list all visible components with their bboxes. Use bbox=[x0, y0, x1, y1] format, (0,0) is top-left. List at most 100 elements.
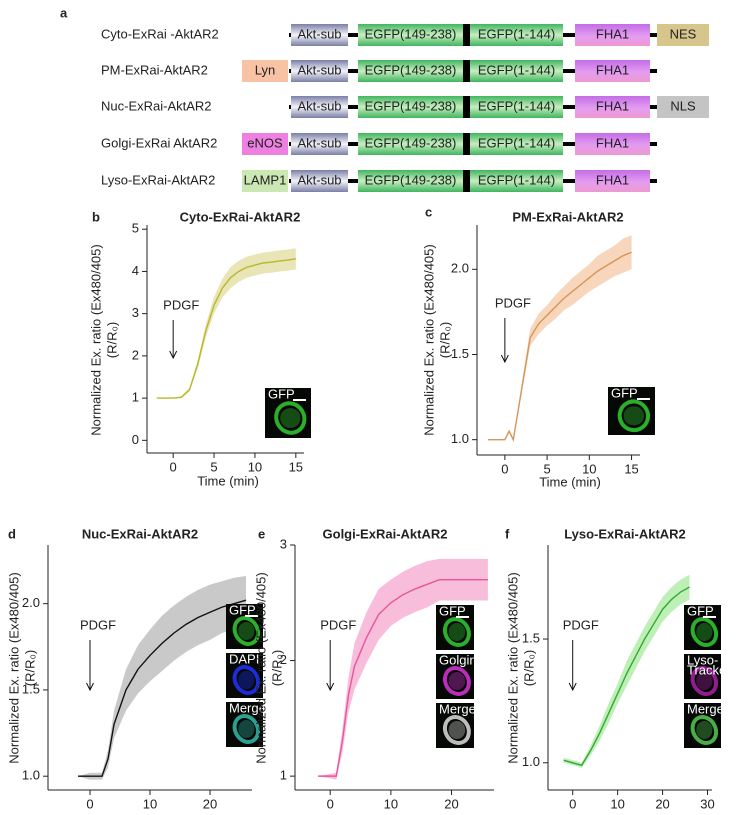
domain-label: Akt-sub bbox=[297, 98, 341, 113]
domain bbox=[291, 133, 348, 155]
inset-label: Merge bbox=[439, 701, 476, 716]
error-band bbox=[563, 574, 690, 768]
inset-label: Lyso- bbox=[687, 652, 718, 667]
y-axis-label: Normalized Ex. ratio (Ex480/405) bbox=[6, 572, 21, 763]
domain-label: eNOS bbox=[247, 135, 283, 150]
domain bbox=[291, 24, 348, 46]
annotation-arrowhead bbox=[568, 682, 577, 692]
inset-cell bbox=[617, 399, 651, 433]
y-tick-label: 1.5 bbox=[22, 681, 40, 696]
domain-label: NLS bbox=[670, 98, 696, 113]
x-tick-label: 15 bbox=[289, 459, 303, 474]
error-band bbox=[156, 248, 296, 399]
domain-label: EGFP(149-238) bbox=[365, 62, 457, 77]
y-axis-label: (R/R₀) bbox=[521, 650, 536, 686]
x-tick-label: 20 bbox=[203, 796, 217, 811]
domain bbox=[470, 170, 563, 192]
inset-label: Tracker bbox=[687, 662, 731, 677]
domain-label: FHA1 bbox=[596, 135, 629, 150]
domain bbox=[358, 133, 463, 155]
inset-label: GFP bbox=[611, 385, 638, 400]
chart-title: Lyso-ExRai-AktAR2 bbox=[564, 526, 686, 541]
annotation-arrowhead bbox=[86, 682, 94, 692]
inset-cell-body bbox=[448, 672, 466, 690]
y-tick-label: 1 bbox=[280, 768, 287, 783]
x-tick-label: 0 bbox=[327, 796, 334, 811]
inset-label: GFP bbox=[439, 603, 466, 618]
annotation: PDGF bbox=[163, 297, 199, 312]
domain-label: Lyn bbox=[255, 62, 275, 77]
y-tick-label: 3 bbox=[132, 305, 139, 320]
domain-label: EGFP(149-238) bbox=[365, 135, 457, 150]
error-band bbox=[318, 558, 488, 780]
x-tick-label: 20 bbox=[655, 796, 669, 811]
domain bbox=[575, 133, 650, 155]
domain bbox=[470, 60, 563, 82]
inset-cell bbox=[442, 616, 471, 648]
inset-cell-body bbox=[448, 721, 466, 739]
mean-line bbox=[487, 251, 632, 442]
construct-name: Golgi-ExRai AktAR2 bbox=[101, 135, 217, 150]
construct-name: PM-ExRai-AktAR2 bbox=[101, 62, 208, 77]
domain-label: LAMP1 bbox=[244, 172, 287, 187]
y-axis-label: (R/R₀) bbox=[22, 650, 37, 686]
annotation: PDGF bbox=[320, 617, 356, 632]
domain bbox=[242, 60, 288, 82]
domain-label: NES bbox=[670, 26, 697, 41]
mean-line bbox=[156, 258, 296, 399]
domain-label: EGFP(1-144) bbox=[478, 98, 555, 113]
x-tick-label: 0 bbox=[170, 459, 177, 474]
inset-label: GFP bbox=[229, 602, 256, 617]
domain bbox=[470, 133, 563, 155]
domain-label: EGFP(149-238) bbox=[365, 172, 457, 187]
x-tick-label: 10 bbox=[384, 796, 398, 811]
y-tick-label: 0 bbox=[132, 432, 139, 447]
annotation: PDGF bbox=[495, 295, 531, 310]
domain bbox=[470, 96, 563, 118]
domain-label: EGFP(149-238) bbox=[365, 98, 457, 113]
domain-label: EGFP(1-144) bbox=[478, 26, 555, 41]
inset-cell bbox=[442, 665, 471, 697]
panel-label: b bbox=[92, 209, 100, 224]
inset-cell bbox=[442, 714, 471, 746]
chart-title: Nuc-ExRai-AktAR2 bbox=[82, 526, 198, 541]
domain-label: FHA1 bbox=[596, 62, 629, 77]
domain-label: Akt-sub bbox=[297, 135, 341, 150]
x-tick-label: 15 bbox=[624, 461, 638, 476]
panel-label: d bbox=[8, 526, 16, 541]
domain bbox=[358, 170, 463, 192]
inset-cell-body bbox=[238, 671, 255, 689]
mean-line bbox=[563, 586, 690, 767]
junction bbox=[463, 170, 470, 192]
y-tick-label: 1.0 bbox=[451, 431, 469, 446]
junction bbox=[463, 24, 470, 46]
x-tick-label: 10 bbox=[248, 459, 262, 474]
inset-cell-body bbox=[696, 721, 713, 739]
x-axis-label: Time (min) bbox=[539, 474, 601, 489]
x-tick-label: 20 bbox=[444, 796, 458, 811]
inset-cell-body bbox=[623, 406, 645, 426]
construct-name: Nuc-ExRai-AktAR2 bbox=[101, 98, 212, 113]
panel-label: c bbox=[425, 204, 432, 219]
x-tick-label: 0 bbox=[569, 796, 576, 811]
x-axis-label: Time (min) bbox=[197, 473, 259, 488]
domain bbox=[242, 133, 288, 155]
domain-label: EGFP(1-144) bbox=[478, 62, 555, 77]
panel-label: f bbox=[505, 526, 510, 541]
y-tick-label: 2 bbox=[132, 347, 139, 362]
x-tick-label: 0 bbox=[86, 796, 93, 811]
domain-label: EGFP(149-238) bbox=[365, 26, 457, 41]
y-axis-label: Normalized Ex. ratio (Ex480/405) bbox=[253, 572, 268, 763]
y-axis-label: Normalized Ex. ratio (Ex480/405) bbox=[88, 244, 103, 435]
inset-cell-body bbox=[280, 408, 301, 428]
domain bbox=[291, 170, 348, 192]
inset-cell bbox=[232, 665, 261, 695]
y-axis-label: (R/R₀) bbox=[269, 650, 284, 686]
inset-cell-body bbox=[238, 720, 255, 738]
domain bbox=[242, 170, 288, 192]
inset-cell bbox=[232, 714, 261, 744]
y-tick-label: 1 bbox=[132, 390, 139, 405]
y-tick-label: 1.0 bbox=[22, 768, 40, 783]
panel-label: e bbox=[258, 526, 265, 541]
